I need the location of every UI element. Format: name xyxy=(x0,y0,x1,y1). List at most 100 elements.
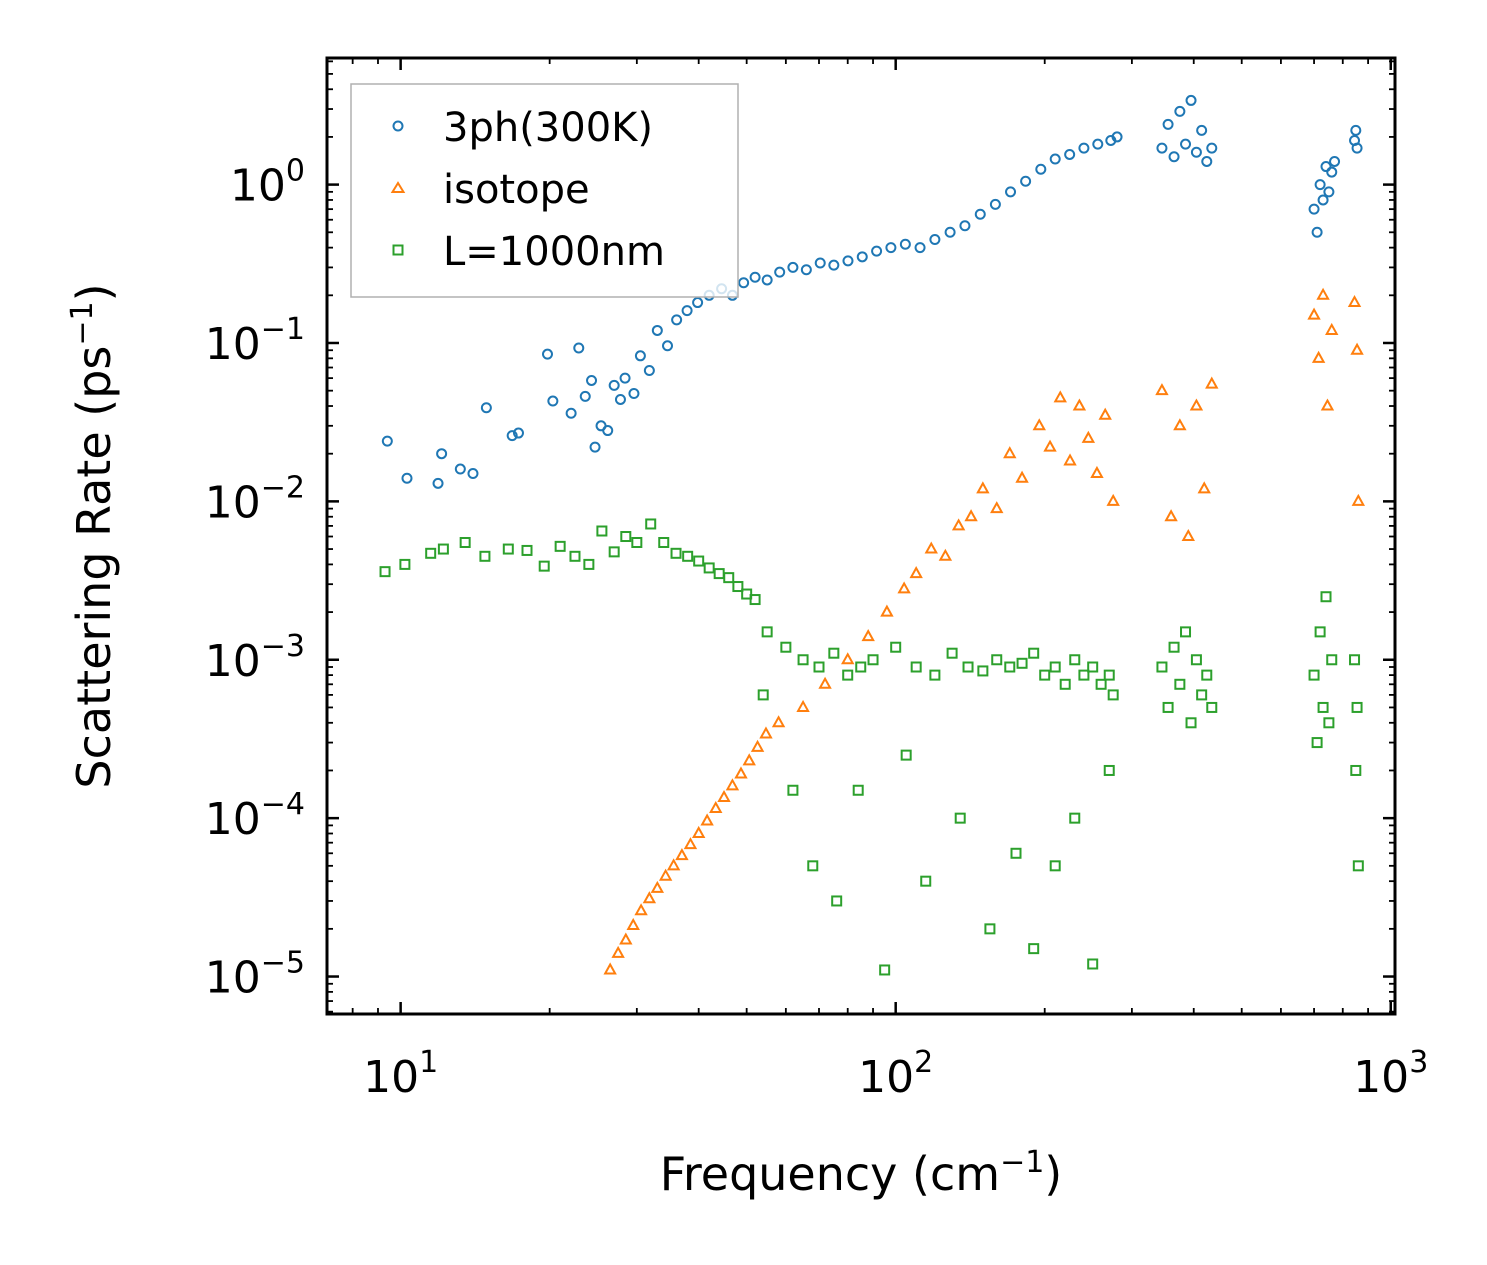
data-point xyxy=(1347,294,1362,308)
data-point xyxy=(608,546,620,558)
data-point xyxy=(1164,509,1178,522)
data-point xyxy=(596,525,608,537)
data-point xyxy=(1069,812,1081,824)
data-point xyxy=(1190,146,1202,158)
data-point xyxy=(1090,465,1104,478)
data-point xyxy=(1185,94,1197,106)
data-point xyxy=(538,560,550,572)
data-point xyxy=(1325,322,1339,335)
data-point xyxy=(813,661,825,673)
y-tick-label: 10−3 xyxy=(205,629,305,687)
data-point xyxy=(1329,155,1341,167)
data-point xyxy=(379,566,391,578)
data-point xyxy=(666,858,681,871)
data-point xyxy=(432,477,444,489)
data-point xyxy=(670,547,682,559)
data-point xyxy=(675,848,689,861)
data-point xyxy=(1350,764,1362,776)
data-point xyxy=(1190,654,1202,666)
data-point xyxy=(1078,669,1090,681)
data-point xyxy=(1039,669,1051,681)
data-point xyxy=(634,350,646,362)
x-tick-label: 102 xyxy=(858,1045,933,1103)
data-point xyxy=(787,784,799,796)
data-point xyxy=(1185,717,1197,729)
data-point xyxy=(1196,124,1208,136)
data-point xyxy=(480,402,492,414)
data-point xyxy=(436,448,448,460)
data-point xyxy=(1168,151,1180,163)
data-point xyxy=(631,536,643,548)
data-point xyxy=(1326,166,1338,178)
data-point xyxy=(1314,626,1326,638)
data-point xyxy=(725,778,740,791)
data-point xyxy=(1049,153,1061,165)
data-point xyxy=(1156,142,1168,154)
data-point xyxy=(796,699,810,712)
data-point xyxy=(989,198,1001,210)
data-point xyxy=(1003,446,1017,459)
data-point xyxy=(959,220,971,232)
data-point xyxy=(1035,163,1047,175)
data-point xyxy=(1010,847,1022,859)
data-point xyxy=(1043,439,1057,452)
data-point xyxy=(542,348,554,360)
legend: 3ph(300K) isotope L=1000nm xyxy=(350,83,739,298)
data-point xyxy=(691,825,706,838)
data-point xyxy=(852,784,864,796)
data-point xyxy=(1320,398,1335,411)
y-tick-label: 10−5 xyxy=(205,946,305,1004)
x-tick-label: 103 xyxy=(1353,1045,1428,1103)
data-point xyxy=(924,541,938,554)
data-point xyxy=(984,923,996,935)
tick-labels: 101 102 103 100 10−1 10−2 10−3 10−4 10−5 xyxy=(205,154,1429,1103)
data-point xyxy=(425,547,437,559)
data-point xyxy=(401,472,413,484)
data-point xyxy=(700,813,714,826)
data-point xyxy=(1351,701,1363,713)
data-point xyxy=(650,880,665,893)
data-point xyxy=(569,550,581,562)
data-point xyxy=(1103,764,1115,776)
data-point xyxy=(1092,138,1104,150)
data-point xyxy=(880,604,894,617)
data-point xyxy=(1317,194,1329,206)
data-point xyxy=(573,342,585,354)
data-point xyxy=(951,518,966,531)
legend-label-3ph: 3ph(300K) xyxy=(443,105,653,151)
data-point xyxy=(1350,342,1364,355)
data-point xyxy=(974,208,986,220)
x-tick-label: 101 xyxy=(363,1045,438,1103)
data-point xyxy=(709,800,723,814)
legend-marker-isotope xyxy=(390,181,406,193)
data-point xyxy=(614,393,626,405)
legend-label-isotope: isotope xyxy=(443,167,590,213)
data-point xyxy=(1162,118,1174,130)
data-point xyxy=(842,255,854,267)
data-point xyxy=(1314,179,1326,191)
data-point xyxy=(658,868,673,881)
data-point xyxy=(742,753,756,766)
data-point xyxy=(662,340,674,352)
data-point xyxy=(628,387,640,399)
data-point xyxy=(1180,138,1192,150)
data-point xyxy=(1323,717,1335,729)
data-point xyxy=(1196,689,1208,701)
data-point xyxy=(807,860,819,872)
data-point xyxy=(885,242,897,254)
data-point xyxy=(692,297,704,309)
data-point xyxy=(914,242,926,254)
data-point xyxy=(787,261,799,273)
data-point xyxy=(1087,958,1099,970)
data-point xyxy=(1174,678,1186,690)
data-point xyxy=(890,641,902,653)
data-point xyxy=(1320,591,1332,603)
data-point xyxy=(1311,350,1326,363)
y-tick-label: 10−1 xyxy=(205,312,305,370)
data-point xyxy=(671,314,683,326)
data-point xyxy=(771,715,786,728)
data-point xyxy=(734,766,748,779)
data-point xyxy=(962,661,974,673)
data-point xyxy=(1307,307,1321,320)
